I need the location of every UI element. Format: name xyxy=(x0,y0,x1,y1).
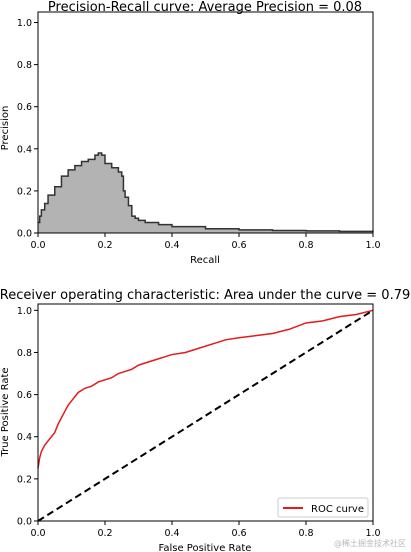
roc-y-tick-label: 0.6 xyxy=(17,390,32,401)
roc-title: Receiver operating characteristic: Area … xyxy=(0,288,410,303)
roc-x-tick-label: 0.0 xyxy=(30,528,45,539)
pr-title: Precision-Recall curve: Average Precisio… xyxy=(48,0,362,15)
pr-x-axis: 0.0 0.2 0.4 0.6 0.8 1.0 xyxy=(30,233,381,251)
roc-y-tick-label: 0.2 xyxy=(17,474,32,485)
pr-y-tick-label: 0.0 xyxy=(17,229,32,240)
roc-axes-frame xyxy=(37,303,374,522)
pr-y-tick-label: 1.0 xyxy=(17,18,32,29)
roc-legend: ROC curve xyxy=(277,497,369,518)
pr-x-tick-label: 0.8 xyxy=(298,240,313,251)
pr-axes-frame xyxy=(37,11,374,234)
roc-y-tick-label: 0.8 xyxy=(17,348,32,359)
pr-y-axis: 0.0 0.2 0.4 0.6 0.8 1.0 xyxy=(17,18,38,240)
pr-curve-line xyxy=(38,152,374,233)
roc-x-tick-label: 0.6 xyxy=(231,528,246,539)
pr-x-tick-label: 0.2 xyxy=(97,240,112,251)
roc-x-tick-label: 1.0 xyxy=(365,528,380,539)
pr-x-axis-label: Recall xyxy=(190,255,220,266)
pr-area-fill xyxy=(38,153,373,233)
legend-box xyxy=(277,497,369,518)
roc-y-axis-label: True Positive Rate xyxy=(0,367,11,457)
roc-y-tick-label: 0.4 xyxy=(17,432,32,443)
roc-chart: Receiver operating characteristic: Area … xyxy=(0,288,410,552)
roc-series-group xyxy=(37,309,374,522)
legend-label-roc: ROC curve xyxy=(311,504,364,515)
pr-x-tick-label: 0.6 xyxy=(231,240,246,251)
roc-y-tick-label: 0.0 xyxy=(17,517,32,528)
pr-y-tick-label: 0.4 xyxy=(17,144,32,155)
pr-x-tick-label: 0.4 xyxy=(164,240,179,251)
roc-curve-line xyxy=(37,309,374,469)
pr-x-tick-label: 1.0 xyxy=(365,240,380,251)
pr-y-tick-label: 0.6 xyxy=(17,102,32,113)
chance-diagonal-line xyxy=(37,309,374,522)
roc-x-tick-label: 0.8 xyxy=(298,528,313,539)
roc-x-axis-label: False Positive Rate xyxy=(159,543,252,552)
roc-y-axis: 0.0 0.2 0.4 0.6 0.8 1.0 xyxy=(17,306,38,528)
roc-x-tick-label: 0.4 xyxy=(164,528,179,539)
roc-x-tick-label: 0.2 xyxy=(97,528,112,539)
watermark-text: @稀土掘金技术社区 xyxy=(334,538,406,548)
pr-y-axis-label: Precision xyxy=(0,106,11,151)
pr-y-tick-label: 0.2 xyxy=(17,186,32,197)
pr-y-tick-label: 0.8 xyxy=(17,60,32,71)
roc-x-axis: 0.0 0.2 0.4 0.6 0.8 1.0 xyxy=(30,521,381,539)
roc-y-tick-label: 1.0 xyxy=(17,306,32,317)
pr-x-tick-label: 0.0 xyxy=(30,240,45,251)
precision-recall-chart: Precision-Recall curve: Average Precisio… xyxy=(0,0,381,266)
